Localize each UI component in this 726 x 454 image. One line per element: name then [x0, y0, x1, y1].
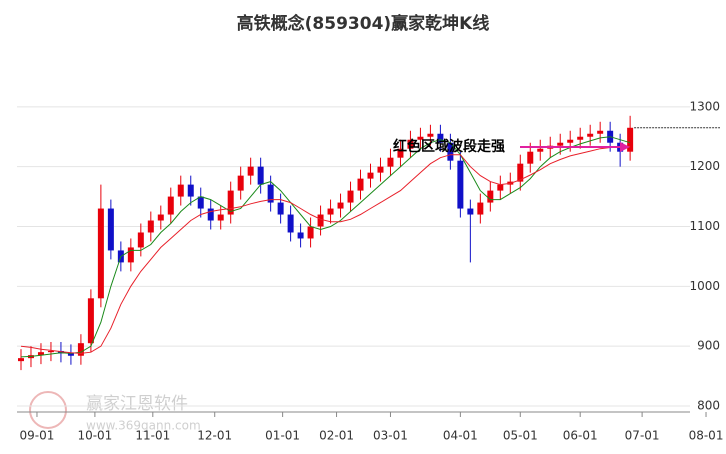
x-tick-label: 06-01 — [563, 429, 598, 443]
y-tick-label: 1000 — [689, 279, 720, 293]
candle-body — [407, 139, 414, 149]
candle-body — [387, 157, 394, 167]
y-tick-label: 1100 — [689, 219, 720, 233]
candle-body — [467, 208, 474, 215]
watermark-logo — [29, 391, 67, 429]
candle-body — [277, 202, 284, 215]
candle-body — [127, 247, 134, 263]
candle-body — [177, 184, 184, 197]
candle-body — [317, 214, 324, 227]
x-tick-label: 07-01 — [625, 429, 660, 443]
candle-body — [427, 133, 434, 137]
candle-body — [447, 142, 454, 161]
candle-body — [47, 350, 54, 353]
watermark-url: www.369gann.com — [86, 419, 201, 433]
x-tick-label: 08-01 — [689, 429, 724, 443]
x-tick-label: 02-01 — [319, 429, 354, 443]
candle-body — [17, 358, 24, 362]
candle-body — [487, 190, 494, 203]
candle-body — [537, 148, 544, 152]
candle-body — [597, 130, 604, 134]
x-tick-label: 04-01 — [443, 429, 478, 443]
candle-body — [327, 208, 334, 215]
candle-body — [557, 142, 564, 146]
candle-body — [187, 184, 194, 197]
ma-line — [20, 136, 631, 358]
candle-body — [217, 214, 224, 221]
candle-body — [237, 175, 244, 191]
candle-body — [577, 136, 584, 140]
y-tick-label: 800 — [697, 399, 720, 413]
candle-body — [197, 196, 204, 209]
candle-body — [67, 353, 74, 356]
x-tick-label: 03-01 — [373, 429, 408, 443]
candle-body — [87, 298, 94, 344]
candle-body — [377, 166, 384, 173]
candle-body — [297, 232, 304, 239]
candle-body — [57, 350, 64, 354]
y-tick-label: 1300 — [689, 99, 720, 113]
candle-body — [397, 148, 404, 158]
candle-body — [417, 136, 424, 140]
candle-body — [77, 343, 84, 356]
annotation: 红色区域波段走强 — [393, 138, 505, 155]
candle-body — [477, 202, 484, 215]
chart-title: 高铁概念(859304)赢家乾坤K线 — [237, 13, 490, 34]
candle-body — [457, 160, 464, 209]
x-tick-label: 11-01 — [135, 429, 170, 443]
candle-body — [157, 214, 164, 221]
candle-body — [207, 208, 214, 221]
candle-body — [337, 202, 344, 209]
candle-body — [437, 133, 444, 143]
candle-body — [587, 133, 594, 137]
x-tick-label: 12-01 — [197, 429, 232, 443]
annotation-arrowhead — [620, 142, 630, 152]
x-tick-label: 10-01 — [77, 429, 112, 443]
candle-body — [527, 151, 534, 164]
candle-body — [517, 163, 524, 182]
candle-body — [287, 214, 294, 233]
candle-body — [257, 166, 264, 185]
x-tick-label: 01-01 — [265, 429, 300, 443]
candle-body — [347, 190, 354, 203]
candle-body — [137, 232, 144, 248]
candle-body — [37, 352, 44, 356]
watermark: 赢家江恩软件 www.369gann.com — [29, 391, 201, 433]
x-tick-label: 05-01 — [503, 429, 538, 443]
candle-body — [167, 196, 174, 215]
watermark-name: 赢家江恩软件 — [86, 394, 188, 414]
y-tick-label: 900 — [697, 339, 720, 353]
candle-body — [147, 220, 154, 233]
x-tick-label: 09-01 — [20, 429, 55, 443]
candle-body — [367, 172, 374, 179]
ma-line — [20, 145, 631, 354]
candle-body — [97, 208, 104, 299]
candle-body — [627, 127, 634, 152]
y-tick-label: 1200 — [689, 159, 720, 173]
candle-body — [107, 208, 114, 251]
candle-body — [307, 226, 314, 239]
candle-body — [227, 190, 234, 215]
candle-body — [247, 166, 254, 176]
candle-body — [357, 178, 364, 191]
candle-body — [567, 139, 574, 143]
candle-body — [497, 184, 504, 191]
candle-body — [267, 184, 274, 203]
